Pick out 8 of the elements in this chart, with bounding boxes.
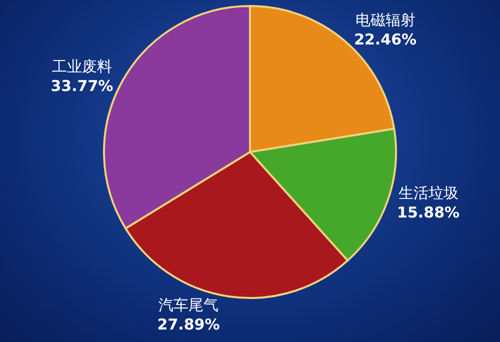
data-label: 15.88% <box>397 203 460 222</box>
slice-label: 汽车尾气 <box>158 296 218 314</box>
data-label: 33.77% <box>50 77 114 96</box>
slice-label: 生活垃圾 <box>398 184 458 202</box>
data-label: 22.46% <box>354 30 417 49</box>
data-label: 27.89% <box>157 316 220 334</box>
slice-label: 电磁辐射 <box>355 11 416 30</box>
slice-label: 工业废料 <box>52 58 112 76</box>
